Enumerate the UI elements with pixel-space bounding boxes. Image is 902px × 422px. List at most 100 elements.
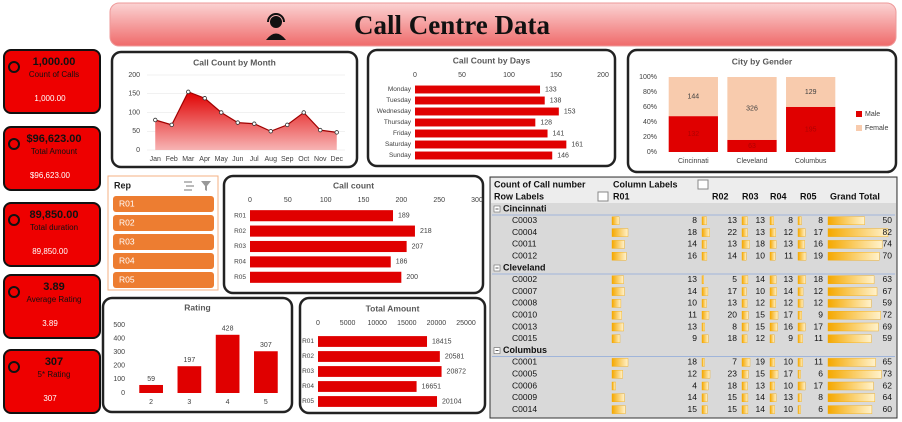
bar — [415, 140, 567, 149]
data-label: 133 — [545, 86, 557, 93]
kpi-icon — [8, 361, 20, 373]
pivot-row-label: C0015 — [512, 333, 537, 343]
slicer-item[interactable] — [113, 253, 214, 269]
pivot-cell: 8 — [818, 392, 823, 402]
pivot-cell: 15 — [728, 392, 738, 402]
bar-segment — [786, 77, 836, 107]
pivot-cell: 13 — [784, 239, 794, 249]
data-bar — [769, 216, 774, 226]
data-bar — [701, 311, 710, 320]
x-tick-label: Jun — [232, 156, 243, 163]
data-bar — [701, 299, 707, 308]
pivot-cell: 59 — [883, 333, 893, 343]
data-bar — [827, 216, 865, 226]
y-tick-label: R04 — [302, 383, 314, 390]
kpi-card — [3, 202, 101, 267]
data-bar — [827, 405, 873, 414]
pivot-cell: 22 — [728, 227, 738, 237]
slicer-item[interactable] — [113, 196, 214, 212]
data-bar — [797, 240, 805, 249]
data-bar — [827, 240, 883, 249]
data-bar — [769, 311, 779, 320]
pivot-cell: 23 — [728, 368, 738, 378]
bar — [250, 210, 394, 222]
x-tick-label: 100 — [503, 72, 515, 79]
bar — [139, 384, 163, 393]
pivot-cell: 63 — [883, 274, 893, 284]
x-tick-label: 10000 — [367, 320, 387, 327]
pivot-cell: 10 — [784, 404, 794, 414]
pivot-cell: 18 — [728, 380, 738, 390]
data-bar — [769, 405, 775, 414]
slicer-item[interactable] — [113, 234, 214, 250]
data-bar — [701, 405, 708, 414]
x-tick-label: Jul — [250, 156, 259, 163]
headset-icon — [266, 13, 286, 40]
y-tick-label: 100 — [128, 109, 140, 116]
pivot-cell: 7 — [732, 357, 737, 367]
data-label: 132 — [687, 131, 699, 138]
pivot-cell: 18 — [814, 274, 824, 284]
data-bar — [741, 405, 749, 414]
pivot-row-label: C0009 — [512, 392, 537, 402]
data-bar — [741, 322, 749, 332]
data-bar — [701, 393, 708, 402]
data-bar — [611, 393, 625, 402]
bar-segment — [668, 77, 718, 117]
bar — [250, 271, 402, 283]
data-bar — [827, 251, 880, 261]
data-bar — [741, 358, 751, 367]
pivot-cell: 60 — [883, 404, 893, 414]
pivot-cell: 8 — [692, 215, 697, 225]
data-bar — [611, 322, 624, 332]
x-tick-label: 0 — [413, 72, 417, 79]
x-tick-label: Apr — [199, 156, 211, 163]
data-label: 326 — [746, 105, 758, 112]
slicer-item[interactable] — [113, 215, 214, 231]
kpi-value: 3.89 — [43, 281, 64, 293]
slicer-item-label: R03 — [119, 236, 135, 246]
y-tick-label: 40% — [643, 119, 657, 126]
data-label: 20581 — [445, 353, 465, 360]
bar — [415, 118, 536, 127]
pivot-cell: 12 — [814, 286, 824, 296]
kpi-label: 5* Rating — [38, 370, 71, 379]
pivot-cell: 17 — [784, 309, 794, 319]
y-tick-label: R01 — [302, 338, 314, 345]
data-label: 20872 — [447, 368, 467, 375]
x-tick-label: 15000 — [397, 320, 417, 327]
pivot-cell: 14 — [756, 392, 766, 402]
bar — [250, 240, 407, 253]
pivot-group-label: Columbus — [503, 345, 547, 355]
pivot-column-header: R03 — [742, 191, 759, 201]
y-tick-label: 200 — [128, 72, 140, 79]
y-tick-label: R04 — [234, 259, 246, 266]
pivot-cell: 12 — [784, 298, 794, 308]
y-tick-label: Sunday — [389, 152, 412, 159]
data-bar — [611, 358, 629, 367]
slicer-item[interactable] — [113, 272, 214, 288]
data-label: 189 — [398, 213, 410, 220]
y-tick-label: Monday — [388, 86, 412, 93]
kpi-value-repeat: 3.89 — [42, 319, 58, 328]
pivot-cell: 17 — [784, 368, 794, 378]
pivot-cell: 19 — [814, 250, 824, 260]
point — [334, 130, 339, 135]
data-bar — [769, 334, 775, 343]
slicer-clear-filter-icon — [201, 181, 211, 191]
data-bar — [797, 216, 802, 226]
bar-segment — [786, 106, 836, 152]
data-label: 18415 — [432, 338, 452, 345]
filter-button[interactable] — [597, 191, 609, 202]
point — [252, 121, 257, 126]
chart-title: Call count — [333, 180, 374, 190]
pivot-row-label: C0011 — [512, 239, 537, 249]
pivot-cell: 74 — [883, 239, 893, 249]
pivot-cell: 6 — [818, 404, 823, 414]
filter-button[interactable] — [697, 179, 709, 190]
kpi-value-repeat: 1,000.00 — [34, 94, 66, 103]
bar — [415, 107, 559, 116]
data-bar — [769, 275, 777, 284]
